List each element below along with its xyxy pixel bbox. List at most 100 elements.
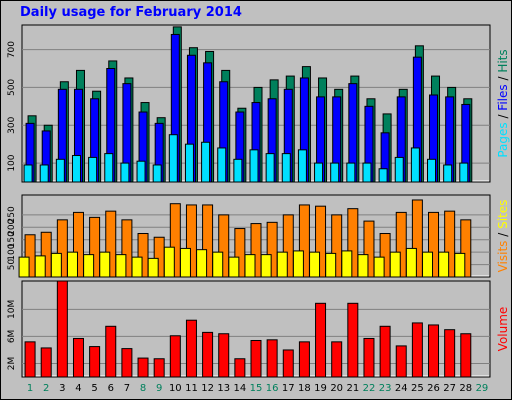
bar-visits-day-17	[282, 214, 294, 278]
x-tick-label-day-5: 5	[91, 383, 97, 394]
bar-volume-day-16	[266, 339, 278, 378]
bar-pages-day-3	[55, 158, 65, 183]
legend-entry: Visits	[496, 241, 510, 273]
bar-volume-day-8	[137, 357, 149, 378]
bar-volume-day-4	[72, 337, 84, 378]
legend-visits-sites: Visits / Sites	[496, 200, 510, 273]
bar-visits-day-21	[347, 208, 359, 278]
x-tick-label-day-3: 3	[59, 383, 65, 394]
bar-pages-day-18	[297, 149, 307, 183]
x-tick-label-day-10: 10	[169, 383, 182, 394]
bar-sites-day-9	[147, 257, 159, 278]
bar-volume-day-27	[444, 329, 456, 378]
x-tick-label-day-2: 2	[43, 383, 49, 394]
bar-visits-day-22	[363, 220, 375, 278]
bar-visits-day-24	[395, 211, 407, 278]
bar-visits-day-18	[298, 204, 310, 278]
bar-volume-day-23	[379, 325, 391, 378]
bar-pages-day-11	[184, 143, 194, 183]
bar-sites-day-14	[228, 256, 240, 278]
bar-pages-day-2	[39, 164, 49, 183]
bar-sites-day-20	[325, 252, 337, 278]
x-tick-label-day-20: 20	[330, 383, 343, 394]
x-tick-label-day-28: 28	[459, 383, 472, 394]
bar-volume-day-11	[185, 319, 197, 378]
bar-pages-day-6	[104, 153, 114, 183]
legend-entry: Files	[496, 84, 510, 110]
bar-sites-day-26	[422, 251, 434, 278]
bar-volume-day-1	[24, 341, 36, 378]
y-tick-label: 700	[7, 41, 17, 58]
bar-visits-day-25	[411, 199, 423, 278]
bar-pages-day-22	[362, 162, 372, 183]
y-tick-label: 50	[7, 259, 17, 271]
bar-pages-day-7	[120, 162, 130, 183]
bar-sites-day-1	[18, 256, 30, 278]
bar-visits-day-10	[169, 203, 181, 278]
bar-visits-day-12	[202, 204, 214, 278]
y-tick-label: 300	[7, 116, 17, 133]
legend-entry: Hits	[496, 49, 510, 72]
bar-sites-day-6	[99, 251, 111, 278]
bar-pages-day-14	[233, 158, 243, 183]
bar-volume-day-5	[89, 346, 101, 378]
bar-pages-day-26	[427, 158, 437, 183]
bar-pages-day-27	[443, 164, 453, 183]
bar-visits-day-7	[121, 219, 133, 278]
bar-visits-day-13	[218, 214, 230, 278]
y-tick-label: 10M	[7, 300, 17, 319]
x-tick-label-day-18: 18	[298, 383, 311, 394]
bar-pages-day-19	[314, 162, 324, 183]
bar-pages-day-25	[410, 147, 420, 183]
x-tick-label-day-17: 17	[282, 383, 295, 394]
legend-hits-files-pages: Pages / Files / Hits	[496, 49, 510, 157]
y-tick-label: 200	[7, 218, 17, 235]
bar-sites-day-16	[260, 254, 272, 278]
bar-visits-day-6	[105, 210, 117, 278]
x-tick-label-day-9: 9	[156, 383, 162, 394]
bar-pages-day-4	[71, 155, 81, 183]
x-tick-label-day-19: 19	[314, 383, 327, 394]
bar-sites-day-4	[66, 251, 78, 278]
x-tick-label-day-11: 11	[185, 383, 198, 394]
x-tick-label-day-29: 29	[476, 383, 489, 394]
bar-volume-day-24	[395, 345, 407, 378]
bar-pages-day-1	[23, 164, 33, 183]
bar-sites-day-2	[34, 255, 46, 278]
bar-volume-day-28	[460, 333, 472, 378]
bar-pages-day-9	[152, 164, 162, 183]
x-tick-label-day-13: 13	[217, 383, 230, 394]
bar-pages-day-21	[346, 162, 356, 183]
bar-volume-day-20	[331, 341, 343, 378]
bar-volume-day-7	[121, 348, 133, 378]
x-tick-label-day-7: 7	[124, 383, 130, 394]
bar-sites-day-24	[389, 251, 401, 278]
y-tick-label: 100	[7, 154, 17, 171]
bar-sites-day-17	[276, 251, 288, 278]
legend-entry: Pages	[496, 122, 510, 157]
bar-visits-day-5	[89, 216, 101, 278]
bar-volume-day-14	[234, 358, 246, 378]
bar-pages-day-23	[378, 168, 388, 183]
bar-pages-day-20	[330, 162, 340, 183]
bar-visits-day-28	[460, 219, 472, 278]
bar-sites-day-21	[341, 250, 353, 278]
bar-volume-day-21	[347, 302, 359, 378]
bar-volume-day-26	[428, 324, 440, 378]
bar-pages-day-17	[281, 153, 291, 183]
y-tick-label: 250	[7, 206, 17, 223]
bar-sites-day-13	[212, 251, 224, 278]
bar-sites-day-11	[179, 247, 191, 278]
x-tick-label-day-4: 4	[75, 383, 81, 394]
bar-pages-day-13	[217, 147, 227, 183]
bar-volume-day-10	[169, 335, 181, 378]
bar-pages-day-8	[136, 160, 146, 183]
bar-sites-day-22	[357, 254, 369, 278]
bar-volume-day-3	[56, 280, 68, 378]
bar-volume-day-17	[282, 349, 294, 378]
x-tick-label-day-25: 25	[411, 383, 424, 394]
x-tick-label-day-12: 12	[201, 383, 214, 394]
y-tick-label: 500	[7, 79, 17, 96]
bar-visits-day-4	[72, 211, 84, 278]
